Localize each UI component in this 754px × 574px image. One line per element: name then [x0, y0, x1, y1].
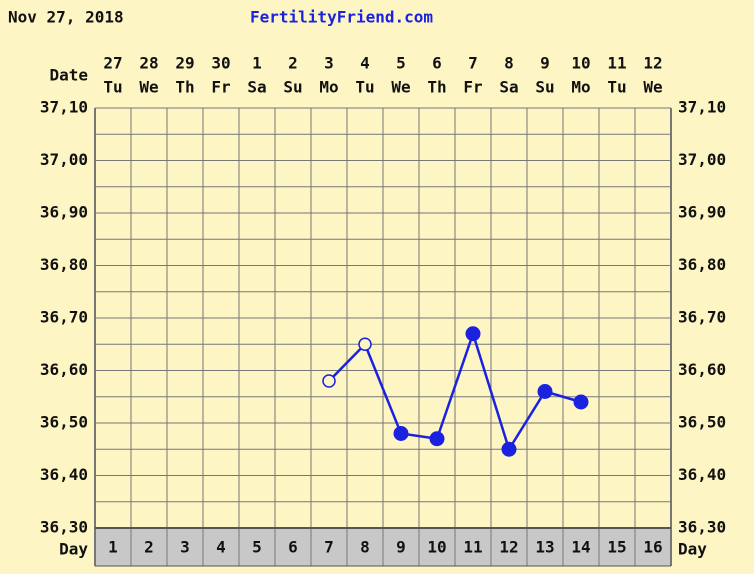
y-tick-label: 36,40 [40, 465, 88, 484]
weekday-label: Fr [463, 78, 482, 97]
point [501, 441, 517, 457]
day-number: 2 [144, 538, 154, 557]
day-number: 6 [288, 538, 298, 557]
site-name: FertilityFriend.com [250, 8, 433, 27]
y-tick-label-right: 36,90 [678, 203, 726, 222]
y-tick-label-right: 36,40 [678, 465, 726, 484]
weekday-label: Tu [355, 78, 374, 97]
weekday-label: We [391, 78, 410, 97]
y-tick-label: 36,60 [40, 360, 88, 379]
day-number: 5 [252, 538, 262, 557]
date-label: 9 [540, 54, 550, 73]
day-number: 1 [108, 538, 118, 557]
y-tick-label-right: 37,10 [678, 98, 726, 117]
weekday-label: Th [427, 78, 446, 97]
weekday-label: Mo [319, 78, 338, 97]
y-tick-label-right: 37,00 [678, 150, 726, 169]
weekday-label: Su [283, 78, 302, 97]
date-label: 7 [468, 54, 478, 73]
weekday-label: Su [535, 78, 554, 97]
weekday-label: Tu [103, 78, 122, 97]
day-number: 3 [180, 538, 190, 557]
point [573, 394, 589, 410]
day-number: 4 [216, 538, 226, 557]
y-tick-label-right: 36,70 [678, 308, 726, 327]
y-tick-label: 37,10 [40, 98, 88, 117]
day-number: 14 [571, 538, 590, 557]
weekday-label: Th [175, 78, 194, 97]
date-label: Date [49, 66, 88, 85]
date-label: 4 [360, 54, 370, 73]
open-point [322, 374, 336, 388]
date-label: 30 [211, 54, 230, 73]
day-number: 11 [463, 538, 482, 557]
point [429, 431, 445, 447]
y-tick-label: 36,50 [40, 413, 88, 432]
temperature-line [328, 329, 582, 453]
point [537, 384, 553, 399]
day-number: 15 [607, 538, 626, 557]
y-tick-label: 36,80 [40, 255, 88, 274]
weekday-label: We [643, 78, 662, 97]
y-tick-label-right: 36,60 [678, 360, 726, 379]
weekday-label: Fr [211, 78, 230, 97]
date-label: 27 [103, 54, 122, 73]
date-label: 12 [643, 54, 662, 73]
point [465, 326, 481, 342]
y-tick-label: 36,70 [40, 308, 88, 327]
day-number: 8 [360, 538, 370, 557]
date-label: 10 [571, 54, 590, 73]
weekday-label: Sa [499, 78, 518, 97]
date-label: 5 [396, 54, 406, 73]
date-label: 11 [607, 54, 626, 73]
weekday-label: We [139, 78, 158, 97]
day-label: Day [59, 540, 88, 559]
day-number: 13 [535, 538, 554, 557]
date-label: 28 [139, 54, 158, 73]
date-label: 1 [252, 54, 262, 73]
y-tick-label-right: 36,80 [678, 255, 726, 274]
chart-title: Nov 27, 2018 [8, 8, 124, 27]
weekday-label: Sa [247, 78, 266, 97]
day-number: 7 [324, 538, 334, 557]
y-tick-label: 37,00 [40, 150, 88, 169]
weekday-label: Tu [607, 78, 626, 97]
day-number: 9 [396, 538, 406, 557]
open-point [358, 337, 372, 351]
date-label: 8 [504, 54, 514, 73]
date-label: 29 [175, 54, 194, 73]
date-label: 6 [432, 54, 442, 73]
y-tick-label-right: 36,50 [678, 413, 726, 432]
date-label: 2 [288, 54, 298, 73]
day-number: 12 [499, 538, 518, 557]
day-number: 16 [643, 538, 662, 557]
y-tick-label-right: 36,30 [678, 518, 726, 537]
day-label: Day [678, 540, 707, 559]
day-number: 10 [427, 538, 446, 557]
weekday-label: Mo [571, 78, 590, 97]
y-tick-label: 36,30 [40, 518, 88, 537]
y-tick-label: 36,90 [40, 203, 88, 222]
date-label: 3 [324, 54, 334, 73]
point [393, 426, 409, 441]
